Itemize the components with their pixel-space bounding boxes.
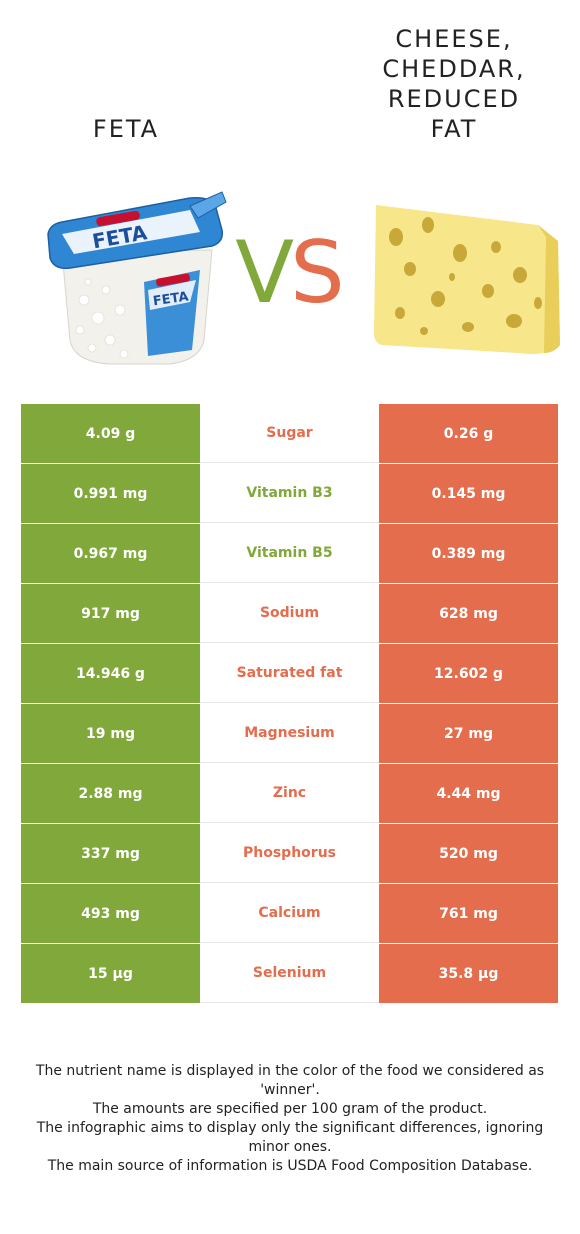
food-title-left: FETA: [92, 115, 160, 143]
value-right: 35.8 µg: [379, 944, 558, 1003]
footer-notes: The nutrient name is displayed in the co…: [20, 1062, 560, 1176]
nutrient-name: Saturated fat: [200, 644, 379, 703]
food-title-right: CHEESE, CHEDDAR, REDUCED FAT: [382, 25, 526, 143]
footer-line: The amounts are specified per 100 gram o…: [92, 1101, 488, 1117]
value-left: 15 µg: [21, 944, 200, 1003]
value-right: 0.389 mg: [379, 524, 558, 583]
value-left: 917 mg: [21, 584, 200, 643]
nutrient-name: Selenium: [200, 944, 379, 1003]
nutrient-name: Sugar: [200, 404, 379, 463]
table-row: 493 mg Calcium 761 mg: [21, 884, 558, 944]
value-left: 493 mg: [21, 884, 200, 943]
nutrient-name: Phosphorus: [200, 824, 379, 883]
vs-letter-s: S: [290, 223, 345, 323]
nutrient-name: Calcium: [200, 884, 379, 943]
nutrient-name: Vitamin B3: [200, 464, 379, 523]
value-right: 628 mg: [379, 584, 558, 643]
footer-line: The infographic aims to display only the…: [36, 1120, 544, 1155]
value-right: 0.145 mg: [379, 464, 558, 523]
vs-label: VS: [226, 218, 350, 328]
table-row: 4.09 g Sugar 0.26 g: [21, 404, 558, 464]
value-right: 4.44 mg: [379, 764, 558, 823]
feta-container-icon: FETA FETA: [40, 190, 230, 370]
footer-line: The main source of information is USDA F…: [47, 1158, 533, 1174]
nutrient-name: Zinc: [200, 764, 379, 823]
table-row: 2.88 mg Zinc 4.44 mg: [21, 764, 558, 824]
table-row: 0.967 mg Vitamin B5 0.389 mg: [21, 524, 558, 584]
table-row: 15 µg Selenium 35.8 µg: [21, 944, 558, 1004]
value-right: 0.26 g: [379, 404, 558, 463]
value-left: 14.946 g: [21, 644, 200, 703]
table-row: 0.991 mg Vitamin B3 0.145 mg: [21, 464, 558, 524]
value-left: 337 mg: [21, 824, 200, 883]
comparison-table: 4.09 g Sugar 0.26 g 0.991 mg Vitamin B3 0.145…: [21, 404, 558, 1004]
table-row: 917 mg Sodium 628 mg: [21, 584, 558, 644]
table-row: 14.946 g Saturated fat 12.602 g: [21, 644, 558, 704]
footer-line: The nutrient name is displayed in the co…: [35, 1063, 545, 1098]
value-right: 27 mg: [379, 704, 558, 763]
value-right: 12.602 g: [379, 644, 558, 703]
nutrient-name: Vitamin B5: [200, 524, 379, 583]
value-left: 0.967 mg: [21, 524, 200, 583]
cheese-wedge-icon: [368, 195, 563, 360]
value-left: 0.991 mg: [21, 464, 200, 523]
value-right: 761 mg: [379, 884, 558, 943]
vs-letter-v: V: [235, 223, 294, 323]
value-right: 520 mg: [379, 824, 558, 883]
table-row: 337 mg Phosphorus 520 mg: [21, 824, 558, 884]
table-row: 19 mg Magnesium 27 mg: [21, 704, 558, 764]
value-left: 19 mg: [21, 704, 200, 763]
value-left: 4.09 g: [21, 404, 200, 463]
value-left: 2.88 mg: [21, 764, 200, 823]
nutrient-name: Magnesium: [200, 704, 379, 763]
nutrient-name: Sodium: [200, 584, 379, 643]
svg-text:FETA: FETA: [152, 289, 189, 309]
